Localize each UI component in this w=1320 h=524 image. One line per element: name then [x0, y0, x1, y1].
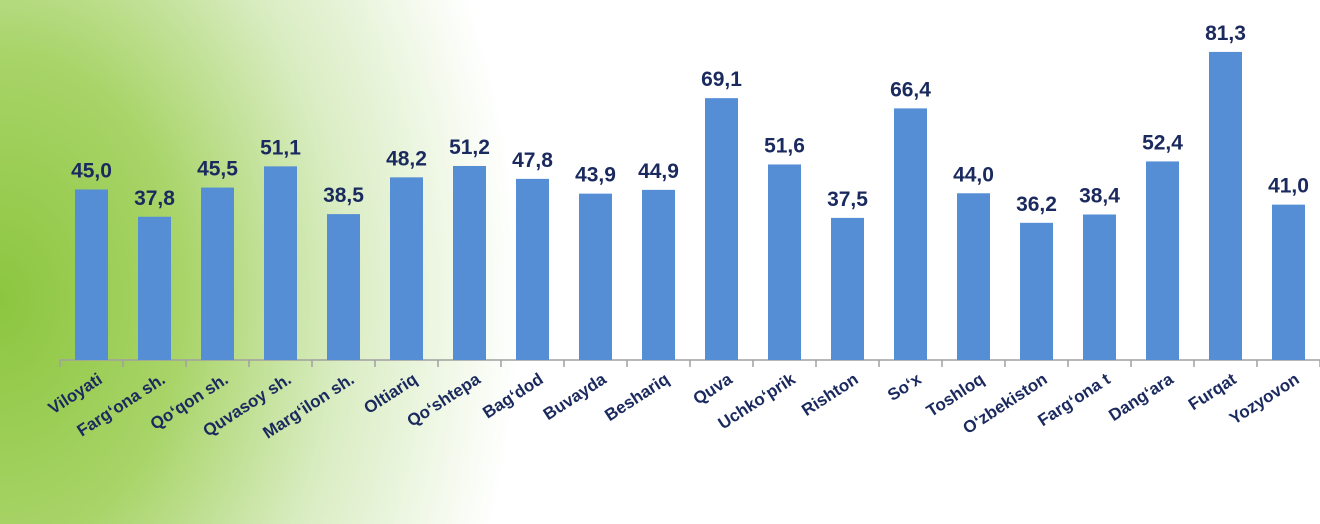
value-label: 48,2 — [386, 147, 427, 170]
bar — [1272, 204, 1305, 360]
value-label: 45,0 — [71, 159, 112, 182]
x-tick-label: Buvayda — [540, 369, 610, 424]
x-tick-label: Bag‘dod — [479, 369, 546, 422]
bar — [516, 178, 549, 360]
value-label: 37,8 — [134, 187, 175, 210]
value-label: 38,5 — [323, 184, 364, 207]
value-label: 51,6 — [764, 134, 805, 157]
x-tick-label: Furqat — [1185, 369, 1240, 414]
bar — [264, 166, 297, 360]
value-label: 41,0 — [1268, 175, 1309, 198]
bar — [957, 193, 990, 360]
bar — [831, 217, 864, 360]
bar — [1083, 214, 1116, 360]
value-label: 43,9 — [575, 164, 616, 187]
bar — [642, 189, 675, 360]
value-label: 66,4 — [890, 78, 931, 101]
value-label: 44,0 — [953, 163, 994, 186]
x-tick-label: Quva — [690, 369, 736, 408]
bar — [705, 98, 738, 360]
value-label: 36,2 — [1016, 193, 1057, 216]
value-label: 81,3 — [1205, 22, 1246, 45]
value-label: 38,4 — [1079, 184, 1120, 207]
value-label: 47,8 — [512, 149, 553, 172]
x-tick-label: Beshariq — [601, 369, 672, 425]
value-label: 37,5 — [827, 188, 868, 211]
bar — [453, 165, 486, 360]
bar — [768, 164, 801, 360]
x-tick-label: Yozyovon — [1226, 369, 1303, 428]
value-label: 69,1 — [701, 68, 742, 91]
x-tick-label: Rishton — [798, 369, 861, 419]
value-label: 52,4 — [1142, 131, 1183, 154]
bar — [894, 108, 927, 361]
value-label: 44,9 — [638, 160, 679, 183]
bar — [327, 214, 360, 360]
value-label: 45,5 — [197, 158, 238, 181]
x-tick-label: Dang‘ara — [1105, 369, 1177, 425]
bar — [138, 216, 171, 360]
bar — [75, 189, 108, 360]
value-label: 51,2 — [449, 136, 490, 159]
x-tick-label: Farg‘ona t — [1034, 369, 1114, 430]
bar — [1146, 161, 1179, 360]
value-label: 51,1 — [260, 136, 301, 159]
bar — [201, 187, 234, 360]
bar — [390, 177, 423, 360]
bar — [1020, 222, 1053, 360]
bar — [579, 193, 612, 360]
bar — [1209, 51, 1242, 360]
x-tick-label: So‘x — [884, 369, 925, 405]
